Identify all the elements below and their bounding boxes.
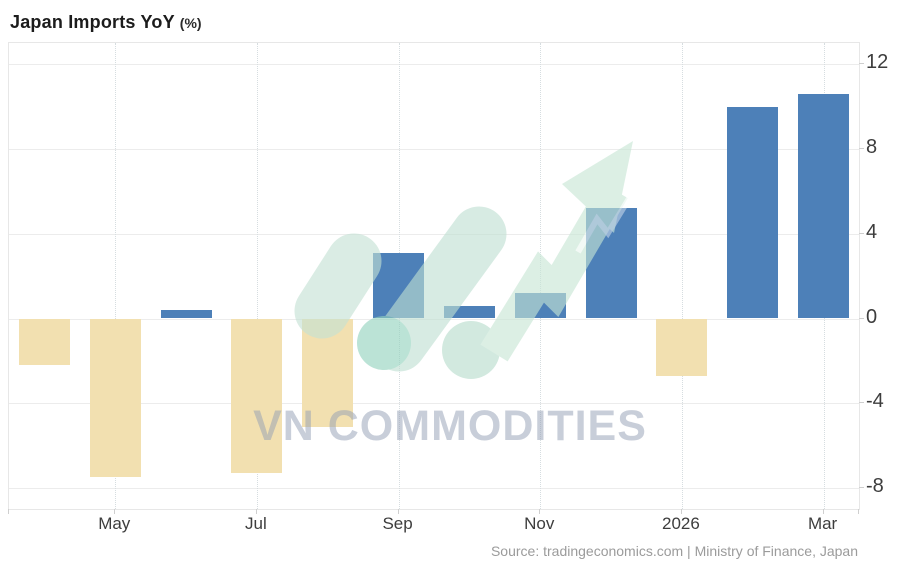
plot-area: [8, 42, 860, 510]
gridline-vertical: [115, 43, 117, 509]
gridline-vertical: [681, 43, 683, 509]
x-axis-tick-mark: [397, 509, 399, 514]
gridline-vertical: [540, 43, 542, 509]
bar-nov-2025: [514, 293, 566, 319]
y-axis-tick-label: 12: [866, 51, 889, 74]
x-axis-tick-label: Sep: [382, 514, 413, 533]
x-axis-tick-label: Mar: [807, 514, 838, 533]
y-axis-tick-label: 4: [866, 220, 878, 243]
chart-title-text: Japan Imports YoY: [10, 12, 175, 32]
bar-aug-2025: [302, 318, 354, 427]
bar-jul-2025: [231, 318, 283, 474]
gridline-horizontal: [9, 487, 859, 489]
gridline-horizontal: [9, 149, 859, 151]
y-axis-tick-label: -4: [866, 390, 884, 413]
x-axis-tick-mark: [539, 509, 541, 514]
y-axis-tick-mark: [859, 232, 864, 234]
y-axis-tick-mark: [859, 317, 864, 319]
y-axis-tick-mark: [859, 148, 864, 150]
x-axis-tick-mark: [114, 509, 116, 514]
y-axis-tick-mark: [859, 486, 864, 488]
bar-jun-2025: [160, 310, 212, 319]
bar-apr-2025: [18, 318, 70, 366]
y-axis-tick-mark: [859, 63, 864, 65]
bar-feb-2026: [727, 106, 779, 319]
x-axis-edge-tick-mark: [858, 509, 859, 514]
x-axis-tick-label: Jul: [245, 514, 267, 533]
bar-oct-2025: [443, 305, 495, 319]
bar-mar-2026: [798, 93, 850, 319]
x-axis-tick-label: 2026: [661, 514, 700, 533]
gridline-horizontal: [9, 64, 859, 66]
x-axis-tick-label: May: [98, 514, 131, 533]
x-axis-tick-mark: [680, 509, 682, 514]
source-attribution: Source: tradingeconomics.com | Ministry …: [490, 543, 858, 559]
y-axis-tick-label: -8: [866, 474, 884, 497]
bar-dec-2025: [585, 208, 637, 319]
y-axis-tick-label: 8: [866, 136, 878, 159]
gridline-vertical: [256, 43, 258, 509]
chart-title-unit: (%): [179, 15, 202, 31]
y-axis-tick-mark: [859, 402, 864, 404]
x-axis-tick-mark: [822, 509, 824, 514]
bar-sep-2025: [373, 252, 425, 319]
bar-jan-2026: [656, 318, 708, 376]
x-axis-tick-label: Nov: [524, 514, 555, 533]
x-axis-tick-mark: [255, 509, 257, 514]
x-axis-edge-tick-mark: [8, 509, 9, 514]
y-axis-tick-label: 0: [866, 305, 878, 328]
chart-title: Japan Imports YoY (%): [10, 12, 202, 33]
gridline-horizontal: [9, 403, 859, 405]
bar-may-2025: [89, 318, 141, 478]
